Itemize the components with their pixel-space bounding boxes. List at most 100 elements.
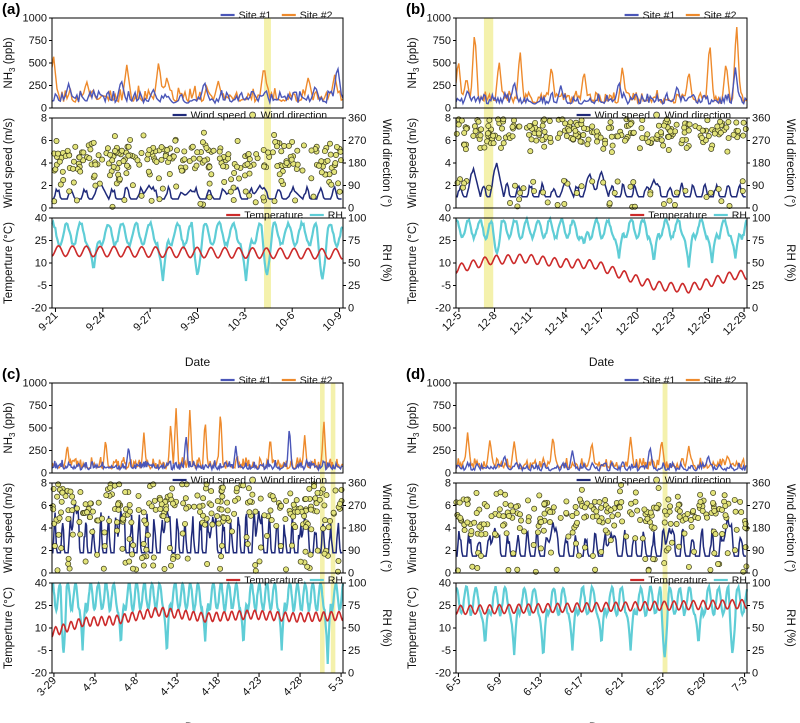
rh-line <box>455 215 748 268</box>
wind-direction-point <box>530 178 537 185</box>
wind-direction-point <box>231 170 238 176</box>
wind-direction-point <box>260 194 267 201</box>
legend-label: Site #2 <box>300 375 333 387</box>
wind-direction-point <box>283 159 290 166</box>
x-axis-label: Date <box>589 720 615 723</box>
wind-direction-point <box>289 542 295 549</box>
wind-direction-point <box>570 136 577 142</box>
wind-direction-point <box>686 121 693 128</box>
wind-direction-point <box>145 168 152 175</box>
y-tick-label: 25 <box>439 235 451 247</box>
wind-direction-point <box>144 532 151 539</box>
wind-direction-point <box>219 493 226 500</box>
wind-direction-point <box>609 142 616 149</box>
wind-direction-point <box>327 151 334 158</box>
wind-direction-point <box>655 485 662 491</box>
wind-direction-point <box>531 188 537 195</box>
y-axis-label-right: RH (%) <box>380 609 392 647</box>
wind-direction-point <box>230 184 237 191</box>
wind-direction-point <box>722 512 729 519</box>
wind-direction-point <box>67 488 74 495</box>
wind-direction-point <box>214 513 221 520</box>
wind-direction-point <box>123 170 130 177</box>
wind-direction-point <box>673 121 680 128</box>
x-tick-label: 6-13 <box>521 675 545 699</box>
wind-direction-point <box>578 486 585 493</box>
wind-direction-point <box>323 492 330 499</box>
wind-direction-point <box>274 163 281 170</box>
legend-label: Wind direction <box>665 110 732 122</box>
wind-direction-point <box>724 550 731 557</box>
y-tick-label: 1000 <box>23 378 47 390</box>
wind-direction-point <box>320 525 327 532</box>
wind-direction-point <box>69 493 76 500</box>
nh3-series-line <box>456 446 747 473</box>
wind-direction-point <box>82 558 89 565</box>
wind-direction-point <box>665 134 672 140</box>
wind-direction-point <box>182 520 188 527</box>
wind-direction-point <box>572 504 579 510</box>
y-tick-label: 250 <box>29 445 47 457</box>
wind-direction-point <box>245 485 252 492</box>
wind-direction-point <box>233 485 240 492</box>
wind-direction-point <box>684 510 691 517</box>
wind-direction-point <box>704 514 710 521</box>
wind-direction-point <box>261 512 268 519</box>
x-tick-label: 4-3 <box>80 675 100 695</box>
wind-direction-point <box>453 130 460 137</box>
wind-direction-point <box>184 555 191 562</box>
wind-direction-point <box>109 157 116 164</box>
wind-direction-point <box>477 132 484 139</box>
wind-direction-point <box>51 543 58 549</box>
wind-direction-point <box>705 133 712 139</box>
wind-direction-point <box>331 168 338 175</box>
wind-direction-point <box>661 508 668 515</box>
wind-direction-point <box>733 526 740 533</box>
wind-direction-point <box>337 148 344 155</box>
wind-direction-point <box>218 506 225 513</box>
wind-direction-point <box>685 563 692 570</box>
wind-direction-point <box>122 489 129 496</box>
wind-direction-point <box>730 131 737 138</box>
wind-direction-point <box>138 192 145 199</box>
wind-direction-point <box>468 528 475 535</box>
wind-direction-point <box>178 167 185 174</box>
y-axis-label: Wind speed (m/s) <box>3 483 15 573</box>
wind-direction-point <box>246 170 253 177</box>
wind-direction-point <box>200 495 207 502</box>
rh-line <box>52 580 345 665</box>
y-tick-label: -20 <box>435 668 451 680</box>
wind-direction-point <box>660 142 667 149</box>
wind-direction-point <box>740 119 747 126</box>
legend-label: Site #1 <box>643 10 676 22</box>
wind-direction-point <box>614 133 621 140</box>
wind-direction-point <box>327 140 333 147</box>
wind-direction-point <box>59 168 66 175</box>
wind-direction-point <box>485 122 492 129</box>
y-tick-label: 25 <box>35 600 47 612</box>
wind-direction-point <box>637 517 644 523</box>
wind-direction-point <box>121 197 128 204</box>
wind-direction-point <box>257 495 264 502</box>
wind-direction-point <box>505 567 512 573</box>
y-tick-label: 250 <box>433 445 451 457</box>
wind-direction-point <box>242 188 249 195</box>
wind-direction-point <box>161 566 168 572</box>
plot-frame <box>455 482 748 574</box>
wind-direction-point <box>474 565 481 571</box>
x-tick-label: 6-21 <box>603 675 627 699</box>
x-tick-label: 12-29 <box>721 310 749 338</box>
wind-direction-point <box>219 484 226 491</box>
wind-direction-point <box>294 147 301 154</box>
wind-direction-point <box>314 489 321 496</box>
wind-direction-point <box>518 517 524 524</box>
wind-direction-point <box>517 511 523 518</box>
wind-direction-point <box>87 514 93 521</box>
y-tick-label: 2 <box>41 545 47 557</box>
wind-direction-point <box>82 501 89 508</box>
wind-direction-point <box>246 192 253 199</box>
wind-direction-point <box>530 542 537 548</box>
wind-direction-point <box>271 198 278 205</box>
wind-direction-point <box>57 181 64 188</box>
y-tick-label: 500 <box>433 58 451 70</box>
